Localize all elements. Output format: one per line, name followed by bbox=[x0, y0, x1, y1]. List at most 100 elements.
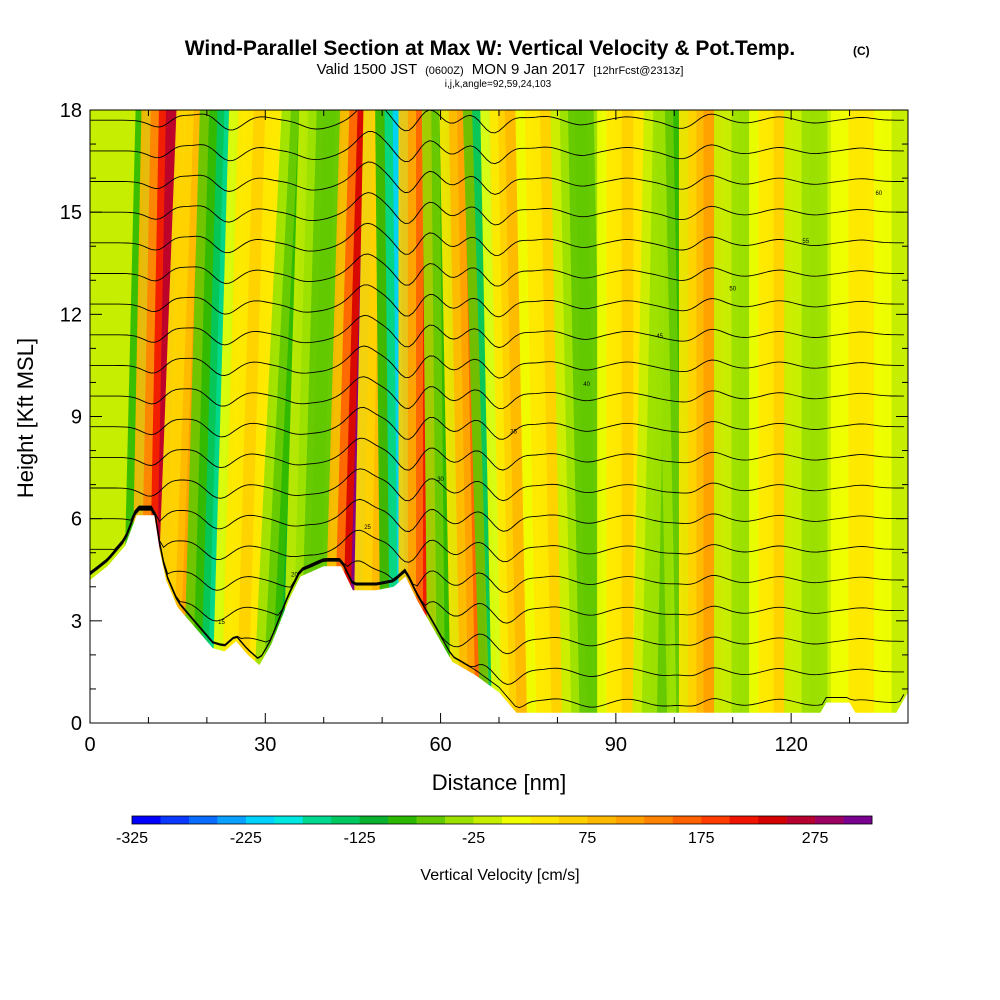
isentrope-label: 20 bbox=[291, 573, 298, 579]
y-tick-label: 3 bbox=[71, 611, 82, 633]
colorbar: -325 -225 -125 -25 75 175 275 bbox=[116, 815, 873, 847]
x-tick-label: 60 bbox=[429, 734, 451, 756]
isentrope-label: 15 bbox=[218, 620, 225, 626]
colorbar-swatch bbox=[729, 816, 759, 824]
isentrope-label: 50 bbox=[729, 286, 736, 292]
velocity-band bbox=[211, 110, 290, 723]
colorbar-tick-label: -25 bbox=[462, 830, 485, 847]
isentrope-label: 60 bbox=[875, 191, 882, 197]
isentrope-line bbox=[90, 253, 904, 287]
isentrope-label: 30 bbox=[437, 477, 444, 483]
colorbar-swatch bbox=[416, 816, 446, 824]
colorbar-swatch bbox=[188, 816, 218, 824]
velocity-band bbox=[784, 110, 845, 723]
velocity-band-layer bbox=[703, 110, 716, 723]
isentrope-label: 45 bbox=[656, 334, 663, 340]
colorbar-tick-label: -225 bbox=[230, 830, 262, 847]
isentrope-line bbox=[90, 506, 904, 563]
vertical-velocity-bands bbox=[120, 110, 892, 723]
isentrope-line bbox=[90, 284, 904, 318]
isentrope-line bbox=[90, 506, 904, 593]
colorbar-swatch bbox=[615, 816, 645, 824]
colorbar-swatch bbox=[217, 816, 247, 824]
isentrope-line bbox=[90, 498, 904, 533]
isentrope-line bbox=[90, 376, 904, 410]
velocity-band-layer bbox=[738, 110, 751, 723]
velocity-band-layer bbox=[236, 110, 266, 723]
isentrope-line bbox=[90, 222, 904, 256]
colorbar-swatch bbox=[445, 816, 474, 824]
colorbar-frame bbox=[131, 815, 873, 825]
y-tick-label: 15 bbox=[60, 202, 82, 224]
colorbar-swatch bbox=[331, 816, 360, 824]
colorbar-tick-label: -325 bbox=[116, 830, 148, 847]
isentrope-label: 35 bbox=[510, 430, 517, 436]
velocity-band-layer bbox=[539, 110, 564, 723]
velocity-band-layer bbox=[773, 110, 786, 723]
colorbar-swatch bbox=[359, 816, 389, 824]
isentrope-line bbox=[90, 508, 904, 655]
colorbar-tick-label: -125 bbox=[344, 830, 376, 847]
colorbar-swatch bbox=[644, 816, 674, 824]
colorbar-swatch bbox=[843, 816, 873, 824]
subtitle-fcst: [12hrFcst@2313z] bbox=[593, 65, 683, 77]
colorbar-swatch bbox=[302, 816, 332, 824]
chart-subtitle: Valid 1500 JST (0600Z) MON 9 Jan 2017 [1… bbox=[317, 61, 684, 78]
isentrope-line bbox=[90, 161, 904, 195]
colorbar-swatch bbox=[502, 816, 531, 824]
isentrope-line bbox=[90, 509, 904, 685]
velocity-band-layer bbox=[808, 110, 821, 723]
isentrope-line bbox=[90, 437, 904, 471]
y-tick-label: 18 bbox=[60, 100, 82, 122]
terrain-mask bbox=[90, 515, 908, 723]
isentrope-line bbox=[90, 131, 904, 165]
isentrope-line bbox=[90, 314, 904, 349]
isentrope-label: 25 bbox=[364, 525, 371, 531]
subtitle-utc: (0600Z) bbox=[425, 65, 464, 77]
colorbar-swatch bbox=[558, 816, 588, 824]
potential-temperature-contours: 1015202530354045505560 bbox=[90, 110, 905, 709]
colorbar-swatch bbox=[274, 816, 304, 824]
velocity-band bbox=[830, 110, 892, 723]
colorbar-swatch bbox=[132, 816, 161, 824]
velocity-band-layer bbox=[855, 110, 868, 723]
y-tick-label: 9 bbox=[71, 407, 82, 429]
isentrope-line bbox=[90, 345, 904, 379]
x-tick-label: 0 bbox=[84, 734, 95, 756]
x-axis: 0 30 60 90 120 bbox=[84, 110, 909, 756]
colorbar-tick-label: 75 bbox=[578, 830, 596, 847]
y-tick-label: 12 bbox=[60, 304, 82, 326]
colorbar-swatch bbox=[160, 816, 190, 824]
isentrope-line bbox=[90, 192, 904, 226]
plot-area: 1015202530354045505560 bbox=[90, 110, 908, 723]
isentrope-line bbox=[90, 468, 904, 502]
colorbar-swatch bbox=[758, 816, 787, 824]
isentrope-line bbox=[90, 509, 905, 709]
colorbar-swatch bbox=[388, 816, 417, 824]
colorbar-swatch bbox=[245, 816, 275, 824]
colorbar-tick-label: 175 bbox=[688, 830, 715, 847]
isentrope-label: 40 bbox=[583, 382, 590, 388]
colorbar-label: Vertical Velocity [cm/s] bbox=[420, 867, 579, 884]
x-tick-label: 30 bbox=[254, 734, 276, 756]
colorbar-swatch bbox=[473, 816, 503, 824]
isentrope-label: 55 bbox=[802, 239, 809, 245]
chart-title-mark: (C) bbox=[853, 44, 870, 58]
subtitle-date: MON 9 Jan 2017 bbox=[472, 61, 585, 78]
isentrope-line bbox=[90, 407, 904, 440]
colorbar-swatch bbox=[530, 816, 560, 824]
colorbar-swatch bbox=[672, 816, 702, 824]
velocity-band-layer bbox=[621, 110, 634, 723]
chart-title: Wind-Parallel Section at Max W: Vertical… bbox=[185, 37, 796, 60]
colorbar-swatch bbox=[701, 816, 730, 824]
velocity-band-layer bbox=[504, 110, 529, 723]
colorbar-tick-label: 275 bbox=[802, 830, 829, 847]
y-tick-label: 6 bbox=[71, 509, 82, 531]
colorbar-swatch bbox=[587, 816, 617, 824]
y-tick-label: 0 bbox=[71, 713, 82, 735]
chart-indices: i,j,k,angle=92,59,24,103 bbox=[445, 79, 552, 90]
y-axis: 0 3 6 9 12 15 18 bbox=[60, 100, 908, 735]
terrain-layer bbox=[90, 515, 908, 723]
isentrope-line bbox=[90, 110, 904, 134]
